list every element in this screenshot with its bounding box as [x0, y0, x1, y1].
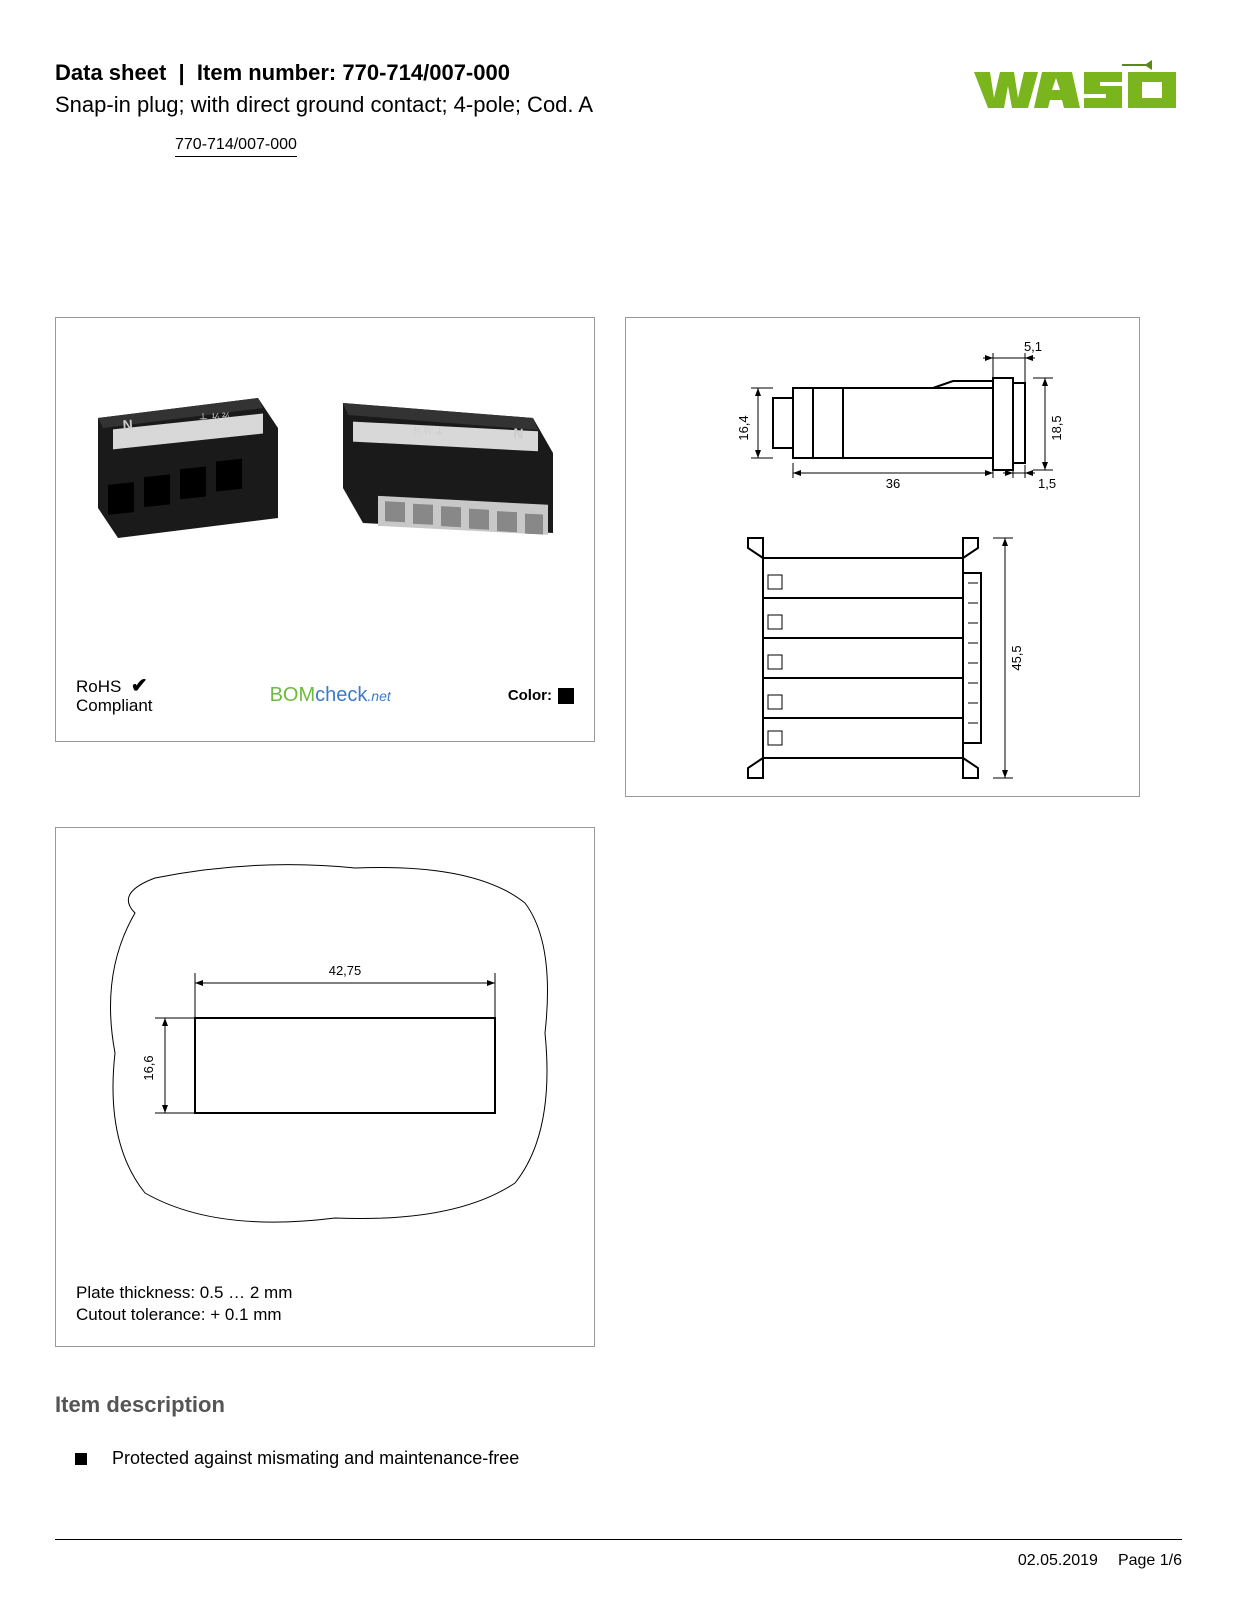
figures-row-1: N ⏚ ¹∕ₗ ²∕ₗ: [55, 317, 1182, 797]
title-line: Data sheet | Item number: 770-714/007-00…: [55, 60, 972, 86]
check-icon: ✔: [131, 675, 148, 697]
bullet-text-1: Protected against mismating and maintena…: [112, 1448, 519, 1469]
svg-text:⏚ ¹∕ₗ ²∕ₗ: ⏚ ¹∕ₗ ²∕ₗ: [197, 410, 230, 425]
color-label: Color:: [508, 687, 552, 704]
footer-rule: [55, 1539, 1182, 1540]
footer-page: Page 1/6: [1118, 1552, 1182, 1570]
item-description-heading: Item description: [55, 1392, 1182, 1418]
product-photo-box: N ⏚ ¹∕ₗ ²∕ₗ: [55, 317, 595, 742]
check-text: check: [315, 684, 367, 706]
connector-rear-view: N ⏚ ¹∕ₗ ²∕ₗ: [78, 358, 308, 558]
footer-date: 02.05.2019: [1018, 1552, 1098, 1570]
dim-cutout-height: 16,6: [141, 1055, 156, 1080]
bomcheck-logo: BOMcheck.net: [270, 684, 391, 707]
item-number: 770-714/007-000: [342, 60, 510, 85]
dim-height-16-4: 16,4: [736, 415, 751, 440]
subtitle: Snap-in plug; with direct ground contact…: [55, 92, 972, 118]
color-indicator: Color:: [508, 687, 574, 704]
doc-type: Data sheet: [55, 60, 166, 85]
footer: 02.05.2019 Page 1/6: [1018, 1552, 1182, 1570]
top-view-drawing: 45,5: [693, 533, 1073, 783]
part-number-link[interactable]: 770-714/007-000: [175, 136, 297, 157]
rohs-label: RoHS: [76, 677, 121, 696]
bom-text: BOM: [270, 684, 316, 706]
cutout-notes: Plate thickness: 0.5 … 2 mm Cutout toler…: [76, 1282, 292, 1326]
dim-height-18-5: 18,5: [1049, 415, 1064, 440]
description-bullet-1: Protected against mismating and maintena…: [75, 1448, 1182, 1469]
header: Data sheet | Item number: 770-714/007-00…: [55, 60, 1182, 157]
rohs-compliant-badge: RoHS ✔ Compliant: [76, 675, 153, 716]
dim-cutout-width: 42,75: [329, 963, 362, 978]
color-swatch: [558, 688, 574, 704]
svg-text:N: N: [122, 416, 133, 433]
dim-tab-5-1: 5,1: [1023, 339, 1041, 354]
wago-logo: [972, 60, 1182, 115]
compliant-label: Compliant: [76, 697, 153, 716]
fig1-footer: RoHS ✔ Compliant BOMcheck.net Color:: [76, 675, 574, 716]
header-text-block: Data sheet | Item number: 770-714/007-00…: [55, 60, 972, 157]
dim-height-45-5: 45,5: [1009, 645, 1024, 670]
connector-front-view: N ¹∕ₗ ²∕ₗ ⏚: [323, 358, 573, 558]
cutout-drawing-box: 42,75 16,6 Plate thickness: 0.5 … 2 mm C…: [55, 827, 595, 1347]
dim-gap-1-5: 1,5: [1038, 476, 1056, 491]
panel-cutout-drawing: 42,75 16,6: [75, 853, 575, 1253]
side-view-drawing: 16,4 36 18,5: [673, 333, 1093, 503]
product-photo-area: N ⏚ ¹∕ₗ ²∕ₗ: [56, 318, 594, 588]
plate-thickness-note: Plate thickness: 0.5 … 2 mm: [76, 1282, 292, 1304]
cutout-tolerance-note: Cutout tolerance: + 0.1 mm: [76, 1304, 292, 1326]
dim-width-36: 36: [885, 476, 899, 491]
svg-text:¹∕ₗ ²∕ₗ ⏚: ¹∕ₗ ²∕ₗ ⏚: [412, 424, 444, 439]
bullet-icon: [75, 1453, 87, 1465]
net-text: .net: [367, 688, 390, 704]
svg-text:N: N: [512, 425, 523, 442]
item-label: Item number:: [197, 60, 336, 85]
dimension-drawing-box: 16,4 36 18,5: [625, 317, 1140, 797]
